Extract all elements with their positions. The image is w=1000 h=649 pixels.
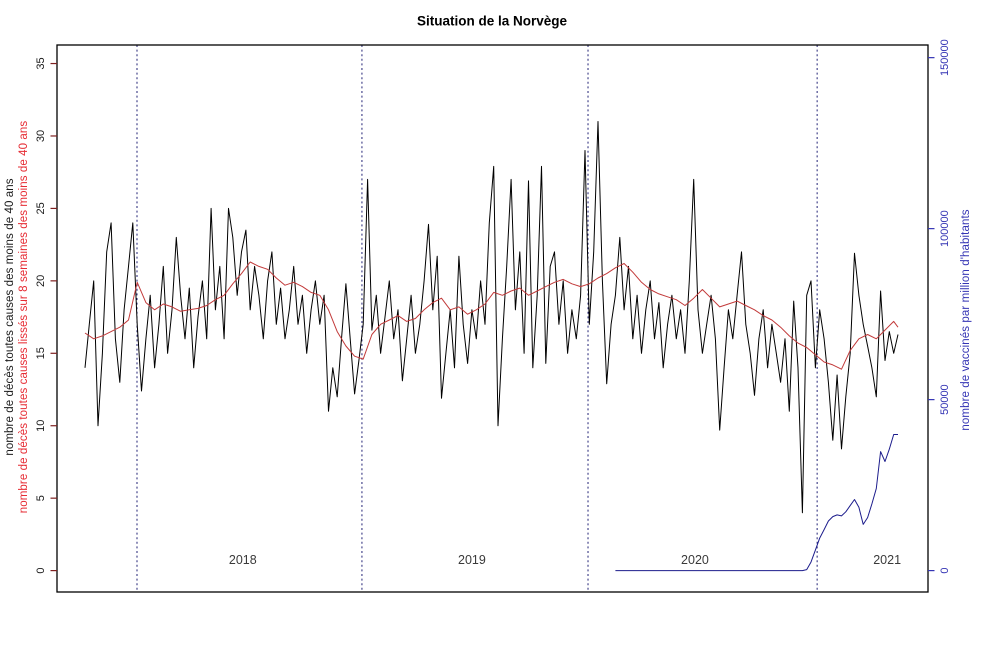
right-axis-tick-label: 150000 — [939, 39, 951, 76]
plot-frame — [56, 44, 929, 593]
left-axis-tick-label: 15 — [35, 347, 47, 359]
year-label: 2021 — [873, 553, 901, 567]
left-axis-tick-label: 10 — [35, 420, 47, 432]
left-axis-tick-label: 25 — [35, 202, 47, 214]
left-axis-tick-label: 30 — [35, 130, 47, 142]
right-axis-tick-label: 100000 — [939, 210, 951, 247]
right-axis-tick-label: 0 — [939, 568, 951, 574]
year-label: 2018 — [229, 553, 257, 567]
left-axis-tick-label: 0 — [35, 568, 47, 574]
left-axis-tick-label: 35 — [35, 57, 47, 69]
chart-title: Situation de la Norvège — [416, 13, 568, 29]
right-axis-tick-label: 50000 — [939, 384, 951, 415]
left-axis-tick-label: 5 — [35, 495, 47, 501]
smoothed-series-line — [84, 261, 899, 370]
deaths-series-line — [84, 121, 899, 514]
year-label: 2020 — [681, 553, 709, 567]
year-label: 2019 — [458, 553, 486, 567]
left-axis-tick-label: 20 — [35, 275, 47, 287]
vaccinated-series-line — [615, 434, 898, 572]
